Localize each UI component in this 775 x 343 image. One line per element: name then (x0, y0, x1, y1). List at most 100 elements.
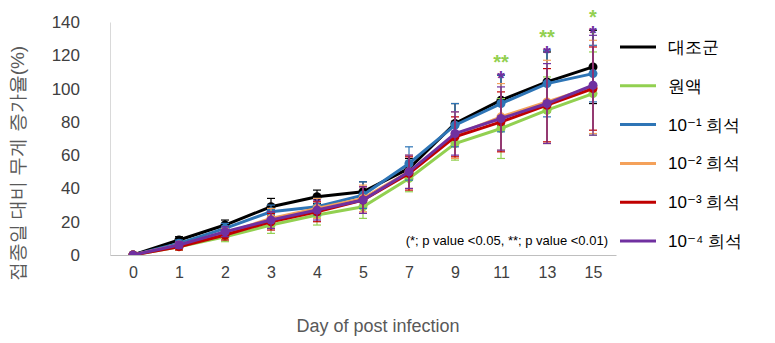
marker (313, 206, 322, 215)
x-tick-label: 0 (129, 264, 138, 281)
marker (129, 251, 138, 256)
error-bar-cap (267, 228, 275, 229)
error-bar-cap (221, 223, 229, 224)
x-tick: 11 (493, 255, 510, 281)
y-tick-label: 20 (61, 213, 80, 232)
error-bar-cap (451, 158, 459, 159)
error-bar-cap (221, 236, 229, 237)
error-bar-cap (497, 158, 505, 159)
y-tick-label: 0 (71, 246, 80, 265)
legend-swatch (620, 46, 656, 49)
x-tick: 2 (221, 255, 230, 281)
plot-area (129, 30, 598, 255)
note: (*; p value <0.05, **; p value <0.01) (406, 233, 608, 248)
x-tick: 4 (313, 255, 322, 281)
error-bar (589, 35, 597, 135)
error-bar (451, 112, 459, 155)
error-bar (405, 155, 413, 188)
x-tick-label: 9 (451, 264, 460, 281)
x-tick-label: 1 (175, 264, 184, 281)
x-tick: 7 (405, 255, 414, 281)
error-bar (267, 208, 275, 228)
error-bar-cap (359, 181, 367, 182)
x-tick: 3 (267, 255, 276, 281)
error-bar-cap (543, 143, 551, 144)
y-tick-label: 100 (52, 80, 80, 99)
error-bar-cap (589, 135, 597, 136)
y-tick: 140 (52, 13, 110, 32)
marker (129, 251, 138, 256)
error-bar (359, 187, 367, 214)
legend-item: 대조군 (620, 38, 719, 57)
error-bar-cap (405, 188, 413, 189)
legend-label: 원액 (668, 77, 702, 96)
error-bar-cap (359, 185, 367, 186)
error-bar-cap (497, 150, 505, 151)
x-tick: 9 (451, 255, 460, 281)
error-bar-cap (221, 239, 229, 240)
error-bar (543, 64, 551, 144)
x-axis-line (111, 255, 617, 256)
error-bar-cap (313, 219, 321, 220)
marker (129, 251, 138, 256)
error-bar-cap (405, 189, 413, 190)
error-bar (497, 87, 505, 150)
error-bar-cap (359, 213, 367, 214)
error-bar-cap (221, 226, 229, 227)
series-line (133, 85, 593, 255)
legend-item: 10⁻⁴ 희석 (620, 232, 742, 251)
x-axis-title: Day of post infection (296, 316, 459, 336)
error-bar-cap (359, 181, 367, 182)
y-tick-label: 60 (61, 146, 80, 165)
error-bar-cap (359, 186, 367, 187)
series (129, 52, 598, 255)
series-line (133, 74, 593, 255)
error-bar (267, 212, 275, 229)
y-tick: 40 (61, 179, 110, 198)
x-tick-label: 3 (267, 264, 276, 281)
series (129, 40, 598, 255)
x-tick-label: 13 (539, 264, 557, 281)
error-bar (497, 84, 505, 151)
legend-swatch (620, 123, 656, 126)
error-bar-cap (405, 146, 413, 147)
legend-item: 10⁻² 희석 (620, 154, 740, 173)
y-tick: 60 (61, 146, 110, 165)
error-bar-cap (451, 111, 459, 112)
error-bar-cap (451, 156, 459, 157)
y-tick: 20 (61, 213, 110, 232)
legend-label: 10⁻³ 희석 (668, 193, 740, 212)
error-bar-cap (221, 219, 229, 220)
error-bar-cap (267, 208, 275, 209)
x-tick: 1 (175, 255, 184, 281)
legend-item: 10⁻¹ 희석 (620, 116, 740, 135)
error-bar-cap (451, 160, 459, 161)
error-bar-cap (313, 189, 321, 190)
marker (359, 196, 368, 205)
x-tick-label: 4 (313, 264, 322, 281)
error-bar-cap (359, 186, 367, 187)
significance-mark: ** (539, 26, 555, 48)
marker (313, 192, 322, 201)
error-bar-cap (359, 213, 367, 214)
marker (497, 114, 506, 123)
series-line (133, 94, 593, 255)
error-bar-cap (313, 198, 321, 199)
marker (267, 216, 276, 225)
error-bar (221, 227, 229, 237)
error-bar-cap (405, 155, 413, 156)
series (129, 35, 598, 255)
marker (405, 167, 414, 176)
y-axis-title: 접종일 대비 무게 증가율(%) (7, 46, 28, 281)
marker (589, 81, 598, 90)
legend-item: 10⁻³ 희석 (620, 193, 740, 212)
error-bar (313, 200, 321, 220)
chart: 02040608010012014001234579111315Day of p… (0, 0, 775, 343)
legend: 대조군원액 10⁻¹ 희석 10⁻² 희석 10⁻³ 희석 10⁻⁴ 희석 (620, 38, 742, 251)
marker (221, 227, 230, 236)
error-bar-cap (589, 135, 597, 136)
x-tick-label: 2 (221, 264, 230, 281)
error-bar (405, 155, 413, 188)
error-bar-cap (497, 150, 505, 151)
legend-label: 10⁻² 희석 (668, 154, 740, 173)
